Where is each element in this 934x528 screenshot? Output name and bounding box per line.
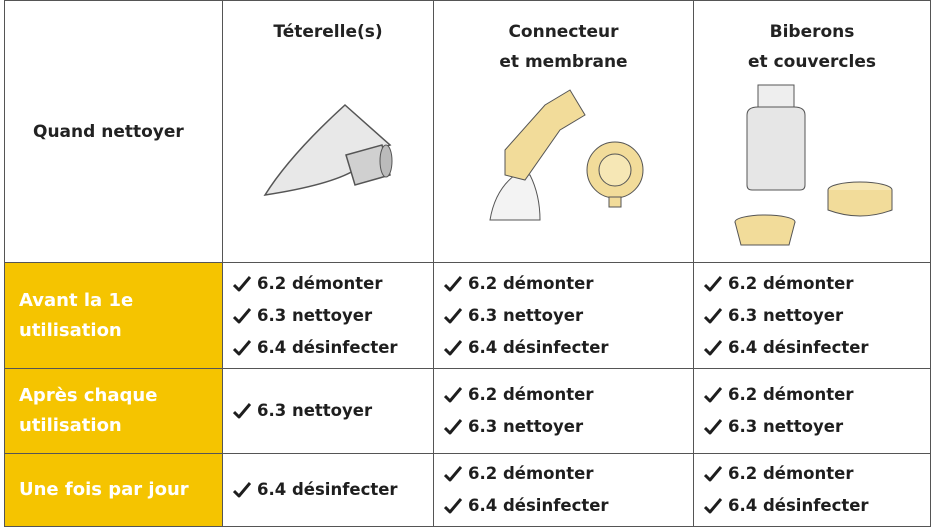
table-cell: 6.4 désinfecter bbox=[222, 453, 434, 527]
table-cell: 6.2 démonter 6.3 nettoyer bbox=[693, 368, 931, 454]
column-header: Biberons et couvercles bbox=[693, 0, 931, 263]
step-item: 6.3 nettoyer bbox=[444, 300, 693, 332]
step-item: 6.2 démonter bbox=[444, 458, 693, 490]
step-item: 6.2 démonter bbox=[444, 379, 693, 411]
check-icon bbox=[233, 275, 251, 291]
check-icon bbox=[233, 307, 251, 323]
check-icon bbox=[444, 339, 462, 355]
check-icon bbox=[444, 466, 462, 482]
check-icon bbox=[444, 275, 462, 291]
row-label: Avant la 1e utilisation bbox=[4, 262, 223, 369]
row-label-line: utilisation bbox=[19, 415, 122, 436]
step-item: 6.4 désinfecter bbox=[704, 332, 930, 364]
table-cell: 6.3 nettoyer bbox=[222, 368, 434, 454]
column-title: Connecteur bbox=[508, 22, 619, 42]
table-cell: 6.2 démonter 6.3 nettoyer 6.4 désinfecter bbox=[693, 262, 931, 369]
table-cell: 6.2 démonter 6.4 désinfecter bbox=[693, 453, 931, 527]
table-cell: 6.2 démonter 6.3 nettoyer bbox=[433, 368, 694, 454]
step-item: 6.4 désinfecter bbox=[444, 332, 693, 364]
step-item: 6.3 nettoyer bbox=[444, 411, 693, 443]
row-label-line: utilisation bbox=[19, 319, 122, 341]
step-item: 6.4 désinfecter bbox=[444, 490, 693, 522]
check-icon bbox=[444, 498, 462, 514]
row-label: Après chaque utilisation bbox=[4, 368, 223, 454]
step-item: 6.3 nettoyer bbox=[233, 300, 433, 332]
step-item: 6.2 démonter bbox=[704, 379, 930, 411]
corner-label: Quand nettoyer bbox=[33, 121, 184, 142]
check-icon bbox=[704, 275, 722, 291]
check-icon bbox=[704, 498, 722, 514]
check-icon bbox=[233, 403, 251, 419]
row-label-line: Avant la 1e bbox=[19, 289, 134, 311]
column-title: Téterelle(s) bbox=[273, 22, 383, 42]
check-icon bbox=[704, 307, 722, 323]
step-item: 6.3 nettoyer bbox=[233, 395, 433, 427]
check-icon bbox=[444, 307, 462, 323]
column-title: et membrane bbox=[499, 52, 628, 72]
row-label-line: Une fois par jour bbox=[19, 479, 189, 500]
check-icon bbox=[233, 482, 251, 498]
check-icon bbox=[233, 339, 251, 355]
table-cell: 6.2 démonter 6.3 nettoyer 6.4 désinfecter bbox=[433, 262, 694, 369]
step-item: 6.2 démonter bbox=[233, 268, 433, 300]
step-item: 6.2 démonter bbox=[704, 268, 930, 300]
row-label: Une fois par jour bbox=[4, 453, 223, 527]
check-icon bbox=[444, 387, 462, 403]
check-icon bbox=[704, 466, 722, 482]
step-item: 6.2 démonter bbox=[704, 458, 930, 490]
step-item: 6.3 nettoyer bbox=[704, 411, 930, 443]
step-item: 6.3 nettoyer bbox=[704, 300, 930, 332]
row-label-line: Après chaque bbox=[19, 385, 158, 406]
step-item: 6.2 démonter bbox=[444, 268, 693, 300]
column-title: et couvercles bbox=[748, 52, 876, 72]
check-icon bbox=[444, 419, 462, 435]
connector-illustration bbox=[489, 89, 644, 221]
header-corner: Quand nettoyer bbox=[4, 0, 223, 263]
check-icon bbox=[704, 387, 722, 403]
table-cell: 6.2 démonter 6.3 nettoyer 6.4 désinfecter bbox=[222, 262, 434, 369]
column-title: Biberons bbox=[769, 22, 855, 42]
check-icon bbox=[704, 419, 722, 435]
table-cell: 6.2 démonter 6.4 désinfecter bbox=[433, 453, 694, 527]
check-icon bbox=[704, 339, 722, 355]
step-item: 6.4 désinfecter bbox=[233, 474, 433, 506]
step-item: 6.4 désinfecter bbox=[233, 332, 433, 364]
bottle-illustration bbox=[734, 84, 893, 246]
nipple-shield-illustration bbox=[263, 103, 393, 196]
step-item: 6.4 désinfecter bbox=[704, 490, 930, 522]
